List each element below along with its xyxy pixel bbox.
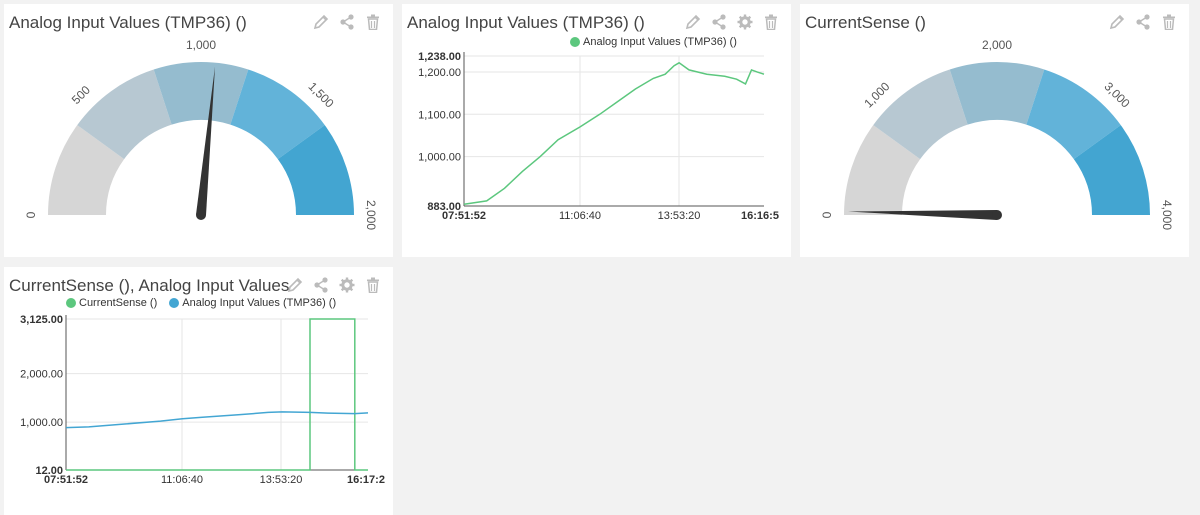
gauge: 0 1,000 2,000 3,000 4,000 xyxy=(820,38,1174,230)
gauge-band xyxy=(48,125,125,215)
series-line[interactable] xyxy=(463,61,765,206)
widget-title: Analog Input Values (TMP36) () xyxy=(407,13,645,32)
gauge-tick-label: 4,000 xyxy=(1160,200,1174,230)
gauge-band xyxy=(277,125,354,215)
gear-icon[interactable] xyxy=(737,14,753,30)
gauge: 0 500 1,000 1,500 2,000 xyxy=(24,38,378,230)
legend-dot-icon xyxy=(169,298,180,308)
trash-icon[interactable] xyxy=(365,277,381,293)
widget-analog-chart: Analog Input Values (TMP36) () Analog In… xyxy=(402,4,791,257)
gauge-tick-label: 1,000 xyxy=(186,38,216,52)
gauge-tick-label: 500 xyxy=(69,83,93,107)
gauge-tick-label: 1,000 xyxy=(861,79,892,110)
gauge-tick-label: 0 xyxy=(24,211,38,218)
widget-toolbar xyxy=(313,14,381,30)
gauge-band xyxy=(230,69,325,160)
x-tick-label: 16:16:5 xyxy=(741,210,779,222)
line-chart: 07:51:52 11:06:40 13:53:20 16:16:5 1,238.00 1… xyxy=(418,51,779,222)
x-tick-label: 13:53:20 xyxy=(658,210,701,222)
widget-current-gauge: CurrentSense () 0 1,000 2,000 3,000 4,000 xyxy=(800,4,1189,257)
chart-legend: Analog Input Values (TMP36) () xyxy=(570,36,737,48)
legend-item[interactable]: CurrentSense () xyxy=(66,297,157,309)
gauge-tick-label: 0 xyxy=(820,211,834,218)
line-chart: 07:51:52 11:06:40 13:53:20 16:17:2 3,125.00 2… xyxy=(20,314,385,486)
x-tick-label: 07:51:52 xyxy=(442,210,486,222)
gauge-band xyxy=(153,61,249,125)
gauge-tick-label: 1,500 xyxy=(306,79,337,110)
chart-legend: CurrentSense () Analog Input Values (TMP… xyxy=(66,297,336,309)
widget-analog-gauge: Analog Input Values (TMP36) () 0 500 1,000… xyxy=(4,4,393,257)
gauge-tick-label: 2,000 xyxy=(982,38,1012,52)
gauge-needle xyxy=(196,66,216,216)
gauge-tick-label: 3,000 xyxy=(1102,79,1133,110)
share-icon[interactable] xyxy=(711,14,727,30)
legend-dot-icon xyxy=(570,37,580,47)
gauge-needle-hub xyxy=(992,210,1002,220)
gauge-band xyxy=(873,69,968,160)
widget-toolbar xyxy=(1109,14,1177,30)
widget-toolbar xyxy=(287,277,381,293)
y-tick-label: 1,000.00 xyxy=(20,417,63,429)
x-tick-label: 11:06:40 xyxy=(161,474,203,486)
y-tick-label: 12.00 xyxy=(35,465,63,477)
series-line[interactable] xyxy=(65,411,369,429)
gauge-needle-hub xyxy=(196,210,206,220)
legend-label: CurrentSense () xyxy=(79,297,158,309)
y-tick-label: 3,125.00 xyxy=(20,314,63,326)
y-tick-label: 1,000.00 xyxy=(418,152,461,164)
legend-item[interactable]: Analog Input Values (TMP36) () xyxy=(570,36,737,48)
gear-icon[interactable] xyxy=(339,277,355,293)
y-tick-label: 2,000.00 xyxy=(20,369,63,381)
widget-title: Analog Input Values (TMP36) () xyxy=(9,13,247,32)
widget-combined-chart: CurrentSense (), Analog Input Values Cur… xyxy=(4,267,393,515)
legend-dot-icon xyxy=(66,298,76,308)
widget-title: CurrentSense () xyxy=(805,13,926,32)
legend-label: Analog Input Values (TMP36) () xyxy=(182,297,337,309)
widget-toolbar xyxy=(685,14,779,30)
trash-icon[interactable] xyxy=(763,14,779,30)
gauge-needle xyxy=(848,210,998,220)
y-tick-label: 883.00 xyxy=(427,201,461,213)
gauge-band xyxy=(77,69,172,160)
pencil-icon[interactable] xyxy=(1109,14,1125,30)
trash-icon[interactable] xyxy=(365,14,381,30)
gauge-band xyxy=(949,61,1045,125)
share-icon[interactable] xyxy=(313,277,329,293)
y-tick-label: 1,200.00 xyxy=(418,67,461,79)
y-tick-label: 1,238.00 xyxy=(418,51,461,63)
gauge-band xyxy=(844,125,921,215)
y-tick-label: 1,100.00 xyxy=(418,109,461,121)
series-line[interactable] xyxy=(66,318,368,471)
pencil-icon[interactable] xyxy=(313,14,329,30)
legend-item[interactable]: Analog Input Values (TMP36) () xyxy=(169,297,336,309)
pencil-icon[interactable] xyxy=(685,14,701,30)
share-icon[interactable] xyxy=(339,14,355,30)
x-tick-label: 13:53:20 xyxy=(260,474,303,486)
x-tick-label: 11:06:40 xyxy=(559,210,601,222)
pencil-icon[interactable] xyxy=(287,277,303,293)
x-tick-label: 07:51:52 xyxy=(44,474,88,486)
legend-label: Analog Input Values (TMP36) () xyxy=(583,36,737,48)
gauge-band xyxy=(1073,125,1150,215)
gauge-tick-label: 2,000 xyxy=(364,200,378,230)
trash-icon[interactable] xyxy=(1161,14,1177,30)
x-tick-label: 16:17:2 xyxy=(347,474,385,486)
gauge-band xyxy=(1026,69,1121,160)
widget-title: CurrentSense (), Analog Input Values xyxy=(9,276,290,295)
share-icon[interactable] xyxy=(1135,14,1151,30)
